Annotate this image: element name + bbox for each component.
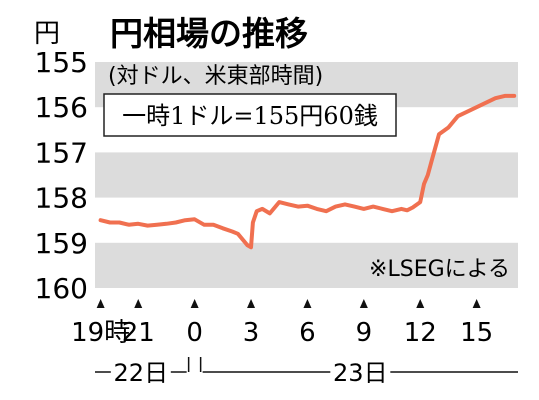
x-tick-marker xyxy=(190,299,199,308)
x-tick-marker xyxy=(303,299,312,308)
x-tick-marker xyxy=(359,299,368,308)
y-tick-label: 160 xyxy=(35,272,88,305)
x-tick-label: 0 xyxy=(186,318,203,348)
x-tick-marker xyxy=(134,299,143,308)
y-tick-labels: 155 156 157 158 159 160 xyxy=(35,46,88,305)
x-tick-marker xyxy=(416,299,425,308)
x-tick-marker xyxy=(96,299,105,308)
source-note: ※LSEGによる xyxy=(369,257,510,282)
x-tick-label: 6 xyxy=(299,318,316,348)
chart-title: 円相場の推移 xyxy=(110,14,308,53)
unit-label: 円 xyxy=(34,19,60,49)
plot-band xyxy=(95,242,518,288)
plot-band xyxy=(95,152,518,198)
x-tick-label: 15 xyxy=(460,318,493,348)
y-tick-label: 155 xyxy=(35,46,88,79)
chart-subtitle: (対ドル、米東部時間) xyxy=(108,64,323,89)
x-tick-label: 21 xyxy=(122,318,155,348)
y-tick-label: 158 xyxy=(35,182,88,215)
y-tick-label: 157 xyxy=(35,136,88,169)
x-tick-label: 9 xyxy=(356,318,373,348)
y-tick-label: 156 xyxy=(35,91,88,124)
x-tick-label: 3 xyxy=(243,318,260,348)
x-tick-marker xyxy=(247,299,256,308)
day-label: 23日 xyxy=(333,359,388,387)
x-tick-marker xyxy=(472,299,481,308)
x-tick-label: 12 xyxy=(404,318,437,348)
series-line xyxy=(98,93,517,250)
day-labels: 22日 23日 xyxy=(95,357,518,387)
y-tick-label: 159 xyxy=(35,227,88,260)
day-boundary-bracket xyxy=(187,357,202,372)
annotation-box xyxy=(103,93,397,137)
annotation-text: 一時1ドル=155円60銭 xyxy=(122,102,378,130)
series-line-layer xyxy=(98,93,517,250)
plot-bands xyxy=(95,62,518,288)
day-label: 22日 xyxy=(114,359,169,387)
x-tick-label: 19時 xyxy=(71,318,130,348)
